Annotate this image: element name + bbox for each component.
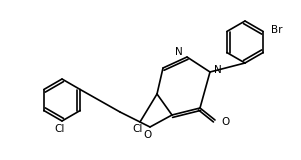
Text: N: N [214, 65, 222, 75]
Text: Cl: Cl [55, 124, 65, 134]
Text: N: N [175, 47, 183, 57]
Text: Cl: Cl [133, 124, 143, 134]
Text: Br: Br [271, 24, 283, 35]
Text: O: O [144, 130, 152, 140]
Text: O: O [221, 117, 229, 127]
